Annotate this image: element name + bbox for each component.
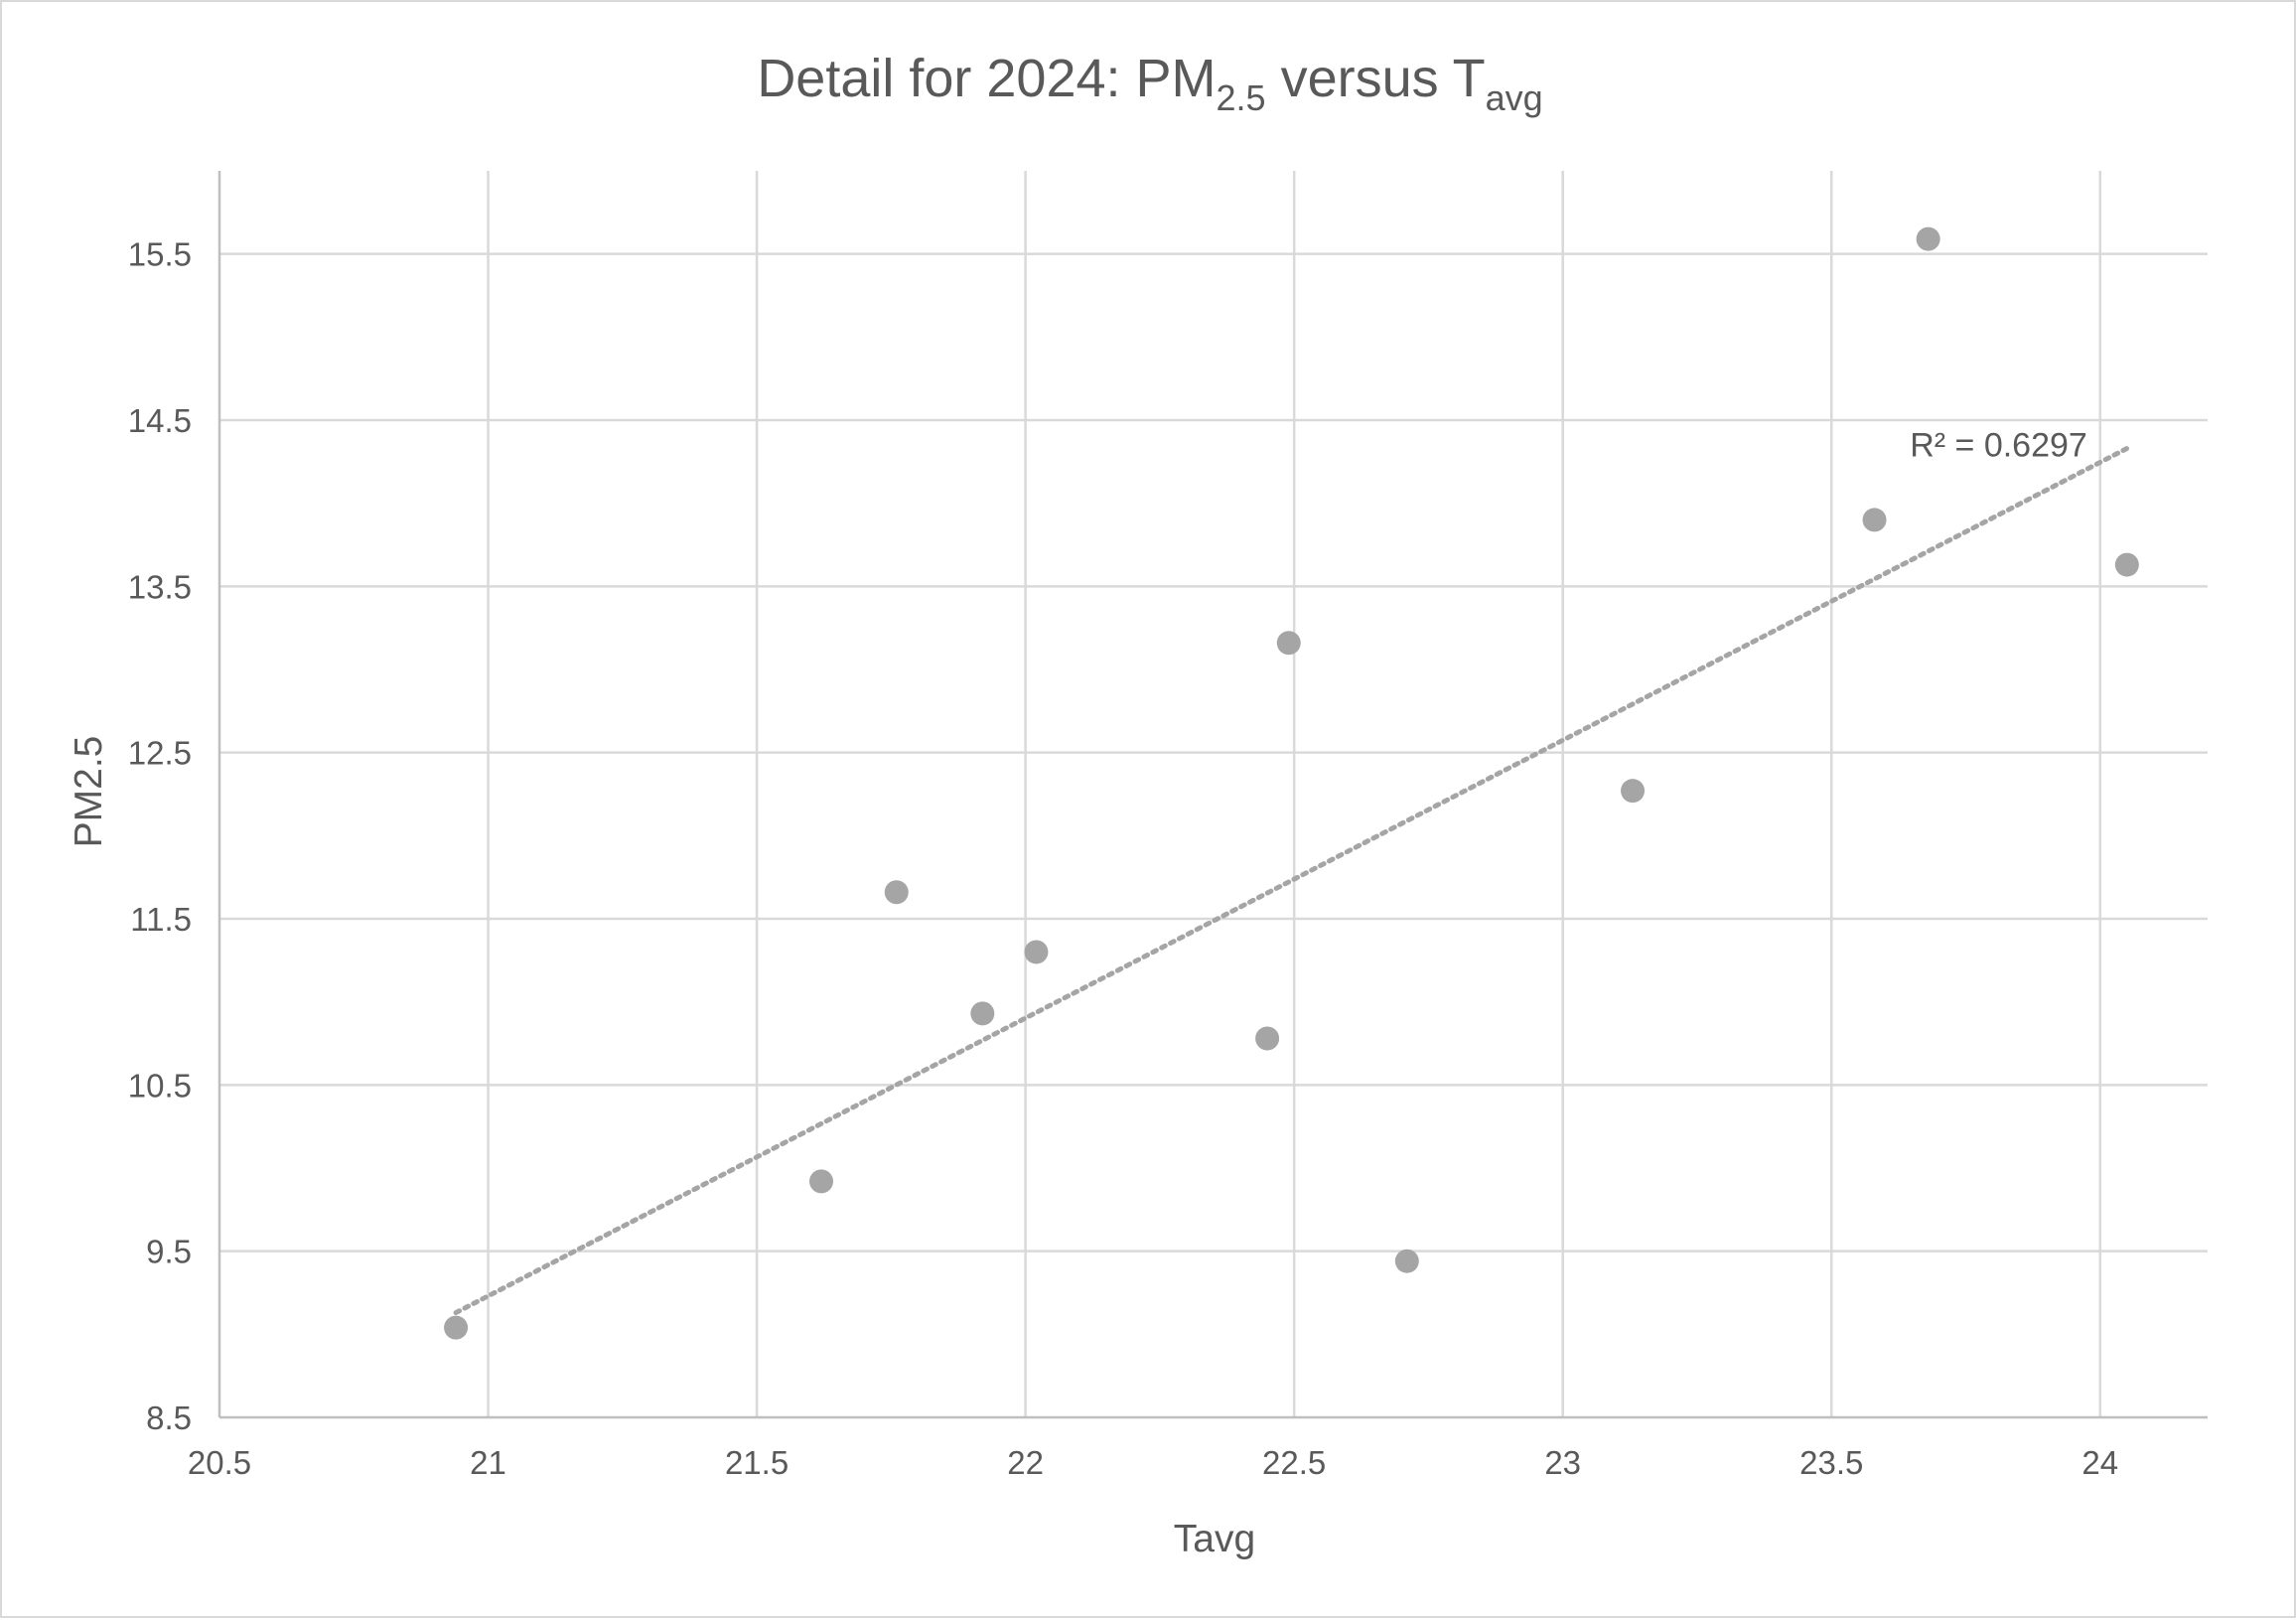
x-tick-label: 20.5 — [188, 1444, 251, 1481]
data-point — [1621, 779, 1646, 804]
y-tick-label: 11.5 — [130, 901, 192, 938]
data-points — [444, 226, 2139, 1340]
data-point — [1255, 1026, 1280, 1051]
trendline — [453, 445, 2130, 1316]
y-tick-label: 13.5 — [128, 568, 192, 605]
y-tick-label: 14.5 — [128, 402, 192, 439]
x-tick-label: 24 — [2081, 1444, 2118, 1481]
data-point — [2114, 552, 2139, 577]
y-axis-title: PM2.5 — [68, 736, 110, 848]
x-tick-label: 22 — [1007, 1444, 1044, 1481]
data-point — [1024, 940, 1049, 964]
data-point — [1276, 631, 1301, 656]
y-tick-label: 9.5 — [146, 1234, 192, 1270]
y-tick-label: 15.5 — [128, 236, 192, 273]
x-axis-title: Tavg — [1174, 1518, 1255, 1560]
data-point — [1916, 226, 1940, 251]
data-point — [884, 880, 909, 905]
y-tick-label: 10.5 — [128, 1067, 192, 1104]
grid — [217, 171, 2208, 1419]
chart-title-subscript-1: 2.5 — [1217, 77, 1266, 118]
x-tick-label: 23 — [1544, 1444, 1581, 1481]
data-point — [1394, 1249, 1419, 1273]
data-point — [970, 1001, 995, 1026]
x-tick-label: 22.5 — [1262, 1444, 1326, 1481]
chart-title-middle: versus T — [1266, 49, 1486, 108]
x-tick-label: 23.5 — [1799, 1444, 1863, 1481]
y-tick-label: 8.5 — [146, 1399, 192, 1436]
chart-title-subscript-2: avg — [1486, 77, 1543, 118]
data-point — [809, 1169, 834, 1194]
tick-labels: 8.5 9.5 10.5 11.5 12.5 13.5 14.5 15.5 20.5 21 21.5… — [128, 236, 2118, 1481]
chart-title-prefix: Detail for 2024: PM — [757, 49, 1216, 108]
trendline-layer: R² = 0.6297 — [453, 426, 2130, 1316]
data-point — [444, 1315, 469, 1340]
y-tick-label: 12.5 — [128, 735, 192, 772]
x-tick-label: 21.5 — [725, 1444, 789, 1481]
x-tick-label: 21 — [470, 1444, 506, 1481]
r-squared-label: R² = 0.6297 — [1910, 426, 2087, 464]
chart-title: Detail for 2024: PM2.5 versus Tavg — [757, 49, 1542, 118]
data-point — [1862, 508, 1887, 532]
